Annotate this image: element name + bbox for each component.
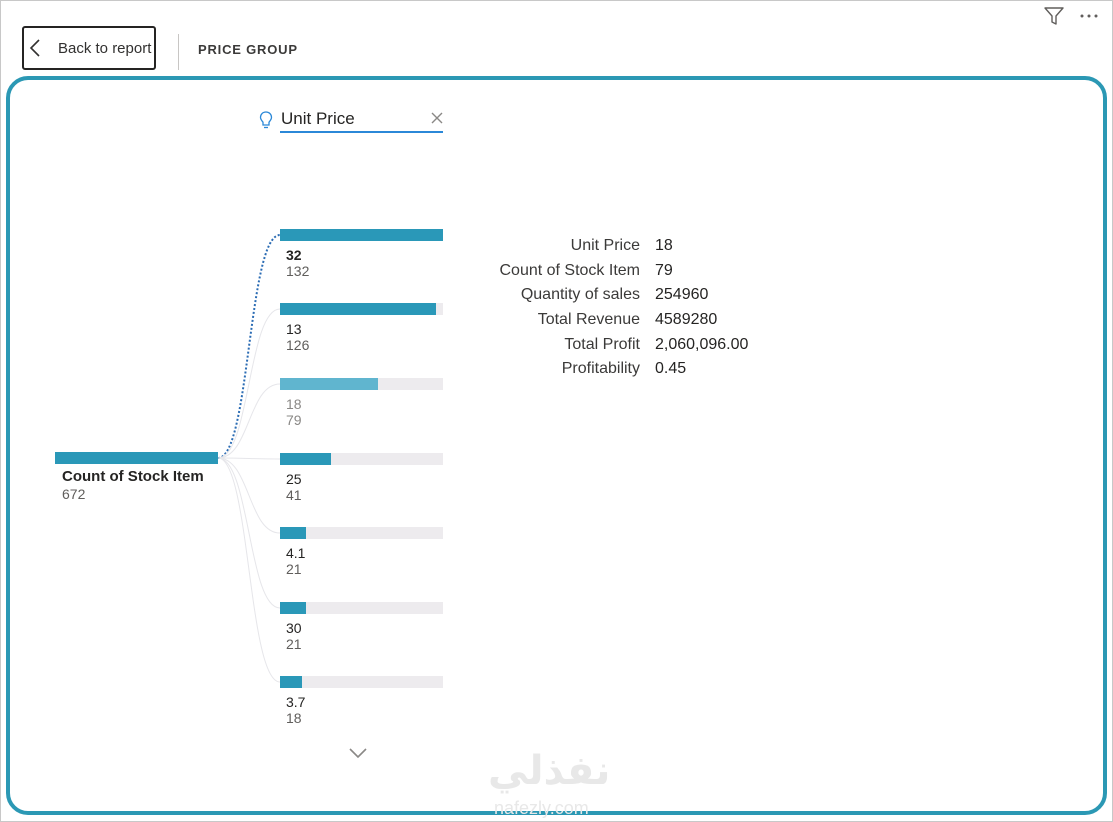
tree-node[interactable]: 3.7 18 [280, 676, 443, 727]
tooltip-label: Quantity of sales [520, 286, 640, 304]
header-divider [178, 34, 179, 70]
tooltip-row: Quantity of sales 254960 [470, 283, 748, 308]
close-icon[interactable] [430, 111, 444, 125]
tree-node[interactable]: 13 126 [280, 303, 443, 354]
tree-node-bar [280, 378, 378, 390]
tree-node-label: 3.7 [286, 694, 306, 710]
tree-node-track [280, 453, 443, 465]
tooltip-value: 0.45 [655, 360, 687, 378]
tree-node-label: 4.1 [286, 545, 306, 561]
tooltip-label: Count of Stock Item [499, 261, 640, 279]
filter-icon[interactable] [1043, 6, 1065, 26]
root-node-value: 672 [62, 486, 86, 502]
tooltip-value: 79 [655, 261, 673, 279]
tree-node-value: 21 [286, 636, 302, 652]
lightbulb-icon [259, 111, 273, 129]
back-to-report-label: Back to report [58, 39, 152, 57]
tree-node-track [280, 378, 443, 390]
decomposition-tree-visual [6, 76, 1107, 815]
tooltip-label: Unit Price [570, 237, 640, 255]
tooltip-value: 254960 [655, 286, 709, 304]
tree-node-bar [280, 676, 303, 688]
tooltip-value: 2,060,096.00 [655, 335, 749, 353]
root-node-label: Count of Stock Item [62, 468, 204, 485]
tree-node-value: 21 [286, 561, 302, 577]
tree-node-track [280, 303, 443, 315]
tree-node-value: 41 [286, 487, 302, 503]
tooltip-value: 18 [655, 237, 673, 255]
tree-node[interactable]: 25 41 [280, 453, 443, 504]
tree-node[interactable]: 30 21 [280, 602, 443, 653]
tooltip-label: Total Profit [564, 335, 640, 353]
tooltip-row: Total Profit 2,060,096.00 [470, 332, 748, 357]
tooltip-row: Unit Price 18 [470, 234, 748, 259]
tree-node-label: 13 [286, 321, 302, 337]
tree-node-track [280, 602, 443, 614]
tree-node-track [280, 676, 443, 688]
tooltip-label: Profitability [561, 360, 640, 378]
tree-node-value: 126 [286, 337, 310, 353]
root-node-bar[interactable] [55, 452, 218, 464]
tree-node-label: 25 [286, 471, 302, 487]
tree-node[interactable]: 32 132 [280, 229, 443, 280]
tooltip-row: Count of Stock Item 79 [470, 259, 748, 284]
level-header-underline [280, 131, 443, 133]
tree-node-value: 79 [286, 412, 302, 428]
tree-node-bar [280, 527, 307, 539]
tooltip: Unit Price 18 Count of Stock Item 79 Quantit… [470, 234, 748, 382]
tree-node-label: 18 [286, 396, 302, 412]
chevron-down-icon[interactable] [348, 746, 368, 760]
tooltip-label: Total Revenue [537, 311, 640, 329]
tooltip-row: Profitability 0.45 [470, 357, 748, 382]
back-to-report-button[interactable]: Back to report [22, 26, 156, 70]
tree-node-bar [280, 303, 436, 315]
tree-node-bar [280, 602, 307, 614]
watermark-url: nafezly.com [494, 798, 589, 818]
page-title: PRICE GROUP [198, 42, 298, 57]
tree-node-bar [280, 229, 443, 241]
tree-node-label: 32 [286, 247, 302, 263]
more-options-icon[interactable] [1078, 6, 1100, 26]
tree-node-bar [280, 453, 331, 465]
tooltip-value: 4589280 [655, 311, 718, 329]
tree-node[interactable]: 4.1 21 [280, 527, 443, 578]
chevron-left-icon [29, 39, 40, 57]
tree-node-value: 132 [286, 263, 310, 279]
tree-node-track [280, 229, 443, 241]
tree-node-value: 18 [286, 710, 302, 726]
tree-node[interactable]: 18 79 [280, 378, 443, 429]
tree-node-label: 30 [286, 620, 302, 636]
tooltip-row: Total Revenue 4589280 [470, 308, 748, 333]
watermark-logo: نفذلي [488, 749, 611, 793]
level-header-title[interactable]: Unit Price [281, 109, 355, 128]
tree-node-track [280, 527, 443, 539]
